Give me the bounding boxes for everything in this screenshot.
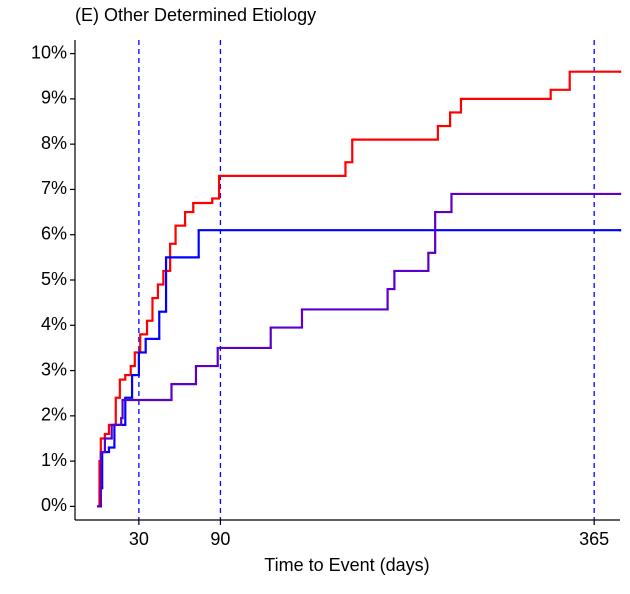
y-tick-label: 10% xyxy=(31,42,67,62)
x-tick-label: 90 xyxy=(210,529,230,549)
y-tick-label: 9% xyxy=(41,88,67,108)
y-tick-label: 1% xyxy=(41,450,67,470)
chart-title: (E) Other Determined Etiology xyxy=(75,5,316,25)
y-tick-label: 6% xyxy=(41,223,67,243)
x-tick-label: 365 xyxy=(579,529,609,549)
y-tick-label: 2% xyxy=(41,405,67,425)
y-tick-label: 5% xyxy=(41,269,67,289)
y-tick-label: 0% xyxy=(41,495,67,515)
y-tick-label: 3% xyxy=(41,359,67,379)
y-tick-label: 7% xyxy=(41,178,67,198)
y-tick-label: 4% xyxy=(41,314,67,334)
x-tick-label: 30 xyxy=(129,529,149,549)
x-axis-label: Time to Event (days) xyxy=(264,555,429,575)
y-tick-label: 8% xyxy=(41,133,67,153)
